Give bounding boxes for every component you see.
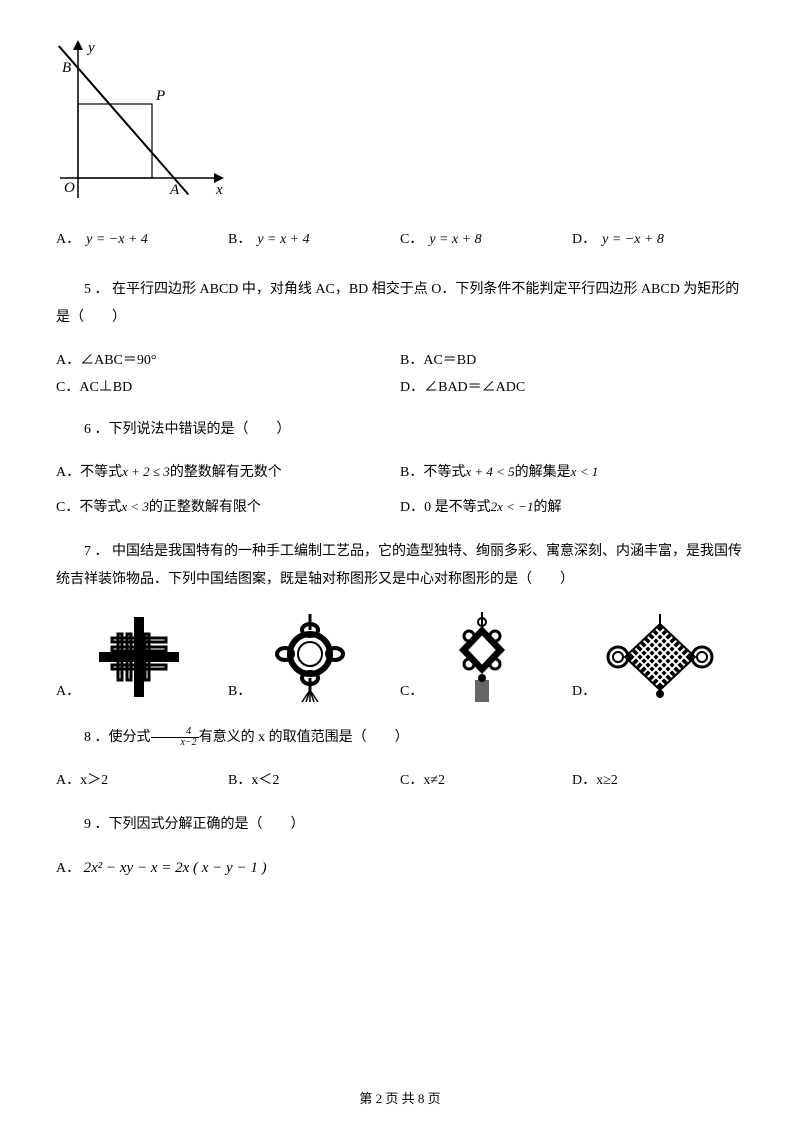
knot-d-icon	[600, 612, 720, 702]
opt-pre: A．不等式	[56, 465, 122, 480]
q8-post: 有意义的 x 的取值范围是（ ）	[199, 730, 409, 745]
q9-text: 9 ．下列因式分解正确的是（ ）	[56, 811, 744, 839]
q8-option-a: A．x＞2	[56, 770, 228, 791]
q6-text: 6 ．下列说法中错误的是（ ）	[56, 416, 744, 444]
opt-pre: C．不等式	[56, 500, 121, 515]
page-footer: 第 2 页 共 8 页	[0, 1089, 800, 1109]
q8-option-b: B．x＜2	[228, 770, 400, 791]
fraction: 4x−2	[151, 727, 199, 748]
q6-option-a: A．不等式x + 2 ≤ 3的整数解有无数个	[56, 462, 400, 483]
opt-post: 的整数解有无数个	[170, 465, 282, 480]
option-label: B．	[228, 229, 251, 250]
opt-pre: D．0 是不等式	[400, 500, 491, 515]
q8-option-d: D．x≥2	[572, 770, 744, 791]
opt-math: 2x < −1	[491, 499, 534, 514]
q4-options-row: A． y = −x + 4 B． y = x + 4 C． y = x + 8 …	[56, 229, 744, 250]
q6-row2: C．不等式x < 3的正整数解有限个 D．0 是不等式2x < −1的解	[56, 497, 744, 518]
q4-option-d: D． y = −x + 8	[572, 229, 744, 250]
knot-b-icon	[255, 612, 365, 702]
option-math: y = x + 8	[429, 229, 481, 250]
knot-a-icon	[84, 612, 194, 702]
q5-option-c: C．AC⊥BD	[56, 377, 400, 398]
option-label: D．	[572, 229, 596, 250]
option-math: 2x² − xy − x = 2x ( x − y − 1 )	[84, 860, 267, 876]
option-math: y = −x + 8	[602, 229, 664, 250]
q6-option-c: C．不等式x < 3的正整数解有限个	[56, 497, 400, 518]
option-label: C．	[400, 229, 423, 250]
q6-option-d: D．0 是不等式2x < −1的解	[400, 497, 744, 518]
opt-math2: x < 1	[571, 464, 599, 479]
q4-option-b: B． y = x + 4	[228, 229, 400, 250]
frac-den: x−2	[151, 738, 199, 748]
option-label: A．	[56, 681, 80, 702]
q5-row1: A．∠ABC＝90° B．AC＝BD	[56, 350, 744, 371]
q5-option-b: B．AC＝BD	[400, 350, 744, 371]
q5-option-a: A．∠ABC＝90°	[56, 350, 400, 371]
option-label: C．	[400, 681, 423, 702]
option-math: y = x + 4	[257, 229, 309, 250]
q5-option-d: D．∠BAD＝∠ADC	[400, 377, 744, 398]
opt-math: x < 3	[121, 499, 149, 514]
knot-c-icon	[427, 612, 537, 702]
q4-option-a: A． y = −x + 4	[56, 229, 228, 250]
opt-post-pre: 的解集是	[515, 465, 571, 480]
q5-text: 5 ． 在平行四边形 ABCD 中，对角线 AC，BD 相交于点 O．下列条件不…	[56, 276, 744, 332]
svg-text:y: y	[86, 40, 95, 56]
option-math: y = −x + 4	[86, 229, 148, 250]
option-label: D．	[572, 681, 596, 702]
graph-svg: y x O B A P	[56, 40, 226, 200]
svg-text:A: A	[169, 182, 180, 198]
svg-text:B: B	[62, 60, 71, 76]
opt-post: 的解	[533, 500, 561, 515]
q6-option-b: B．不等式x + 4 < 5的解集是x < 1	[400, 462, 744, 483]
q9-option-a: A． 2x² − xy − x = 2x ( x − y − 1 )	[56, 857, 744, 880]
opt-math: x + 2 ≤ 3	[122, 464, 170, 479]
svg-text:x: x	[215, 182, 223, 198]
q4-graph: y x O B A P	[56, 40, 744, 207]
q8-text: 8 ．使分式4x−2有意义的 x 的取值范围是（ ）	[56, 724, 744, 752]
q8-pre: 8 ．使分式	[84, 730, 151, 745]
svg-text:P: P	[155, 88, 165, 104]
opt-pre: B．不等式	[400, 465, 465, 480]
opt-math: x + 4 < 5	[465, 464, 514, 479]
option-label: A．	[56, 861, 80, 876]
q7-knots-row: A． B． C． D．	[56, 612, 744, 702]
q8-options-row: A．x＞2 B．x＜2 C．x≠2 D．x≥2	[56, 770, 744, 791]
q7-option-a: A．	[56, 612, 228, 702]
option-label: B．	[228, 681, 251, 702]
q4-option-c: C． y = x + 8	[400, 229, 572, 250]
q8-option-c: C．x≠2	[400, 770, 572, 791]
q7-option-d: D．	[572, 612, 744, 702]
q5-row2: C．AC⊥BD D．∠BAD＝∠ADC	[56, 377, 744, 398]
q7-text: 7 ． 中国结是我国特有的一种手工编制工艺品，它的造型独特、绚丽多彩、寓意深刻、…	[56, 538, 744, 594]
svg-text:O: O	[64, 180, 75, 196]
q7-option-b: B．	[228, 612, 400, 702]
q6-row1: A．不等式x + 2 ≤ 3的整数解有无数个 B．不等式x + 4 < 5的解集…	[56, 462, 744, 483]
option-label: A．	[56, 229, 80, 250]
opt-post: 的正整数解有限个	[149, 500, 261, 515]
q7-option-c: C．	[400, 612, 572, 702]
